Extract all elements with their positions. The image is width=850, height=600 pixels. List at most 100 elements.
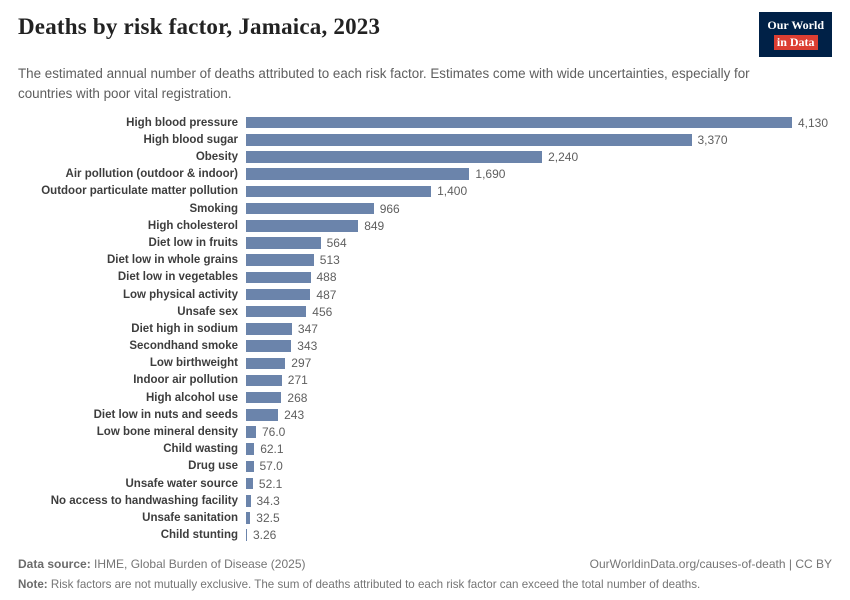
- value-label: 1,690: [475, 167, 506, 182]
- bar[interactable]: [246, 495, 251, 507]
- category-label: Obesity: [195, 151, 238, 164]
- logo-line1: Our World: [767, 18, 824, 32]
- chart-row: Low birthweight 297: [18, 355, 832, 372]
- bar[interactable]: [246, 391, 282, 404]
- bar[interactable]: [246, 323, 292, 335]
- bar[interactable]: [246, 529, 247, 541]
- bar[interactable]: [246, 460, 254, 473]
- chart-row: Diet low in whole grains 513: [18, 252, 832, 269]
- bar[interactable]: [246, 185, 432, 198]
- bar-track: 243: [246, 407, 832, 422]
- bar-chart: High blood pressure 4,130 High blood sugar…: [18, 114, 832, 544]
- bar[interactable]: [246, 134, 692, 146]
- bar[interactable]: [246, 443, 255, 455]
- value-label: 52.1: [258, 476, 283, 491]
- chart-footer: Data source: IHME, Global Burden of Dise…: [18, 557, 832, 591]
- bar-track: 297: [246, 356, 832, 371]
- chart-row: Diet low in nuts and seeds 243: [18, 406, 832, 423]
- chart-row: Drug use 57.0: [18, 458, 832, 475]
- value-label: 488: [316, 270, 337, 285]
- bar-track: 564: [246, 235, 832, 250]
- chart-row: Outdoor particulate matter pollution 1,40…: [18, 183, 832, 200]
- category-label: Child wasting: [163, 443, 238, 456]
- bar[interactable]: [246, 202, 374, 215]
- category-label: Low bone mineral density: [96, 426, 238, 439]
- value-label: 271: [287, 373, 308, 388]
- bar-track: 268: [246, 390, 832, 405]
- bar-track: 488: [246, 270, 832, 285]
- note-label: Note:: [18, 577, 48, 591]
- chart-row: No access to handwashing facility 34.3: [18, 492, 832, 509]
- value-label: 564: [326, 235, 347, 250]
- bar-track: 62.1: [246, 442, 832, 457]
- value-label: 268: [287, 390, 308, 405]
- bar-track: 52.1: [246, 476, 832, 491]
- bar-track: 513: [246, 253, 832, 268]
- value-label: 849: [364, 218, 385, 233]
- category-label: Drug use: [188, 460, 238, 473]
- bar[interactable]: [246, 254, 314, 266]
- page-title: Deaths by risk factor, Jamaica, 2023: [18, 14, 381, 39]
- category-label: Diet low in nuts and seeds: [93, 408, 238, 421]
- bar[interactable]: [246, 288, 311, 301]
- logo-line2: in Data: [773, 34, 818, 51]
- category-label: No access to handwashing facility: [50, 494, 238, 507]
- chart-row: High cholesterol 849: [18, 217, 832, 234]
- bar[interactable]: [246, 374, 282, 387]
- chart-row: Smoking 966: [18, 200, 832, 217]
- value-label: 513: [319, 253, 340, 268]
- value-label: 2,240: [548, 150, 579, 165]
- chart-note: Note: Risk factors are not mutually excl…: [18, 578, 832, 591]
- bar[interactable]: [246, 409, 279, 421]
- bar-track: 3,370: [246, 133, 832, 147]
- bar[interactable]: [246, 220, 359, 232]
- category-label: Smoking: [189, 202, 238, 215]
- value-label: 297: [291, 356, 312, 371]
- chart-subtitle: The estimated annual number of deaths at…: [18, 66, 750, 101]
- bar[interactable]: [246, 477, 253, 490]
- bar[interactable]: [246, 271, 311, 284]
- value-label: 243: [284, 407, 305, 422]
- value-label: 343: [297, 339, 318, 354]
- category-label: Outdoor particulate matter pollution: [41, 185, 238, 198]
- chart-header: Deaths by risk factor, Jamaica, 2023 Our…: [18, 12, 832, 103]
- chart-row: High blood sugar 3,370: [18, 131, 832, 148]
- bar[interactable]: [246, 340, 292, 352]
- bar-track: 32.5: [246, 511, 832, 525]
- category-label: Diet low in vegetables: [117, 271, 238, 284]
- chart-row: Unsafe sanitation 32.5: [18, 509, 832, 526]
- bar[interactable]: [246, 168, 470, 180]
- chart-row: Obesity 2,240: [18, 148, 832, 165]
- value-label: 347: [297, 321, 318, 336]
- bar[interactable]: [246, 426, 256, 438]
- category-label: Diet low in fruits: [148, 236, 238, 249]
- bar[interactable]: [246, 512, 251, 524]
- bar-track: 456: [246, 305, 832, 319]
- bar-track: 1,690: [246, 167, 832, 182]
- data-source: Data source: IHME, Global Burden of Dise…: [18, 557, 305, 571]
- chart-url[interactable]: OurWorldinData.org/causes-of-death | CC …: [589, 556, 832, 571]
- chart-row: Indoor air pollution 271: [18, 372, 832, 389]
- chart-row: Unsafe water source 52.1: [18, 475, 832, 492]
- chart-row: Diet low in fruits 564: [18, 234, 832, 251]
- bar-track: 4,130: [246, 116, 832, 130]
- bar-track: 57.0: [246, 459, 832, 473]
- bar-track: 34.3: [246, 494, 832, 508]
- bar[interactable]: [246, 237, 321, 249]
- data-source-text: IHME, Global Burden of Disease (2025): [94, 556, 306, 571]
- value-label: 62.1: [260, 442, 284, 457]
- note-text: Risk factors are not mutually exclusive.…: [50, 577, 701, 591]
- chart-row: Air pollution (outdoor & indoor) 1,690: [18, 166, 832, 183]
- category-label: High blood sugar: [143, 133, 238, 146]
- value-label: 76.0: [262, 425, 286, 440]
- chart-row: Unsafe sex 456: [18, 303, 832, 320]
- chart-row: Child stunting 3.26: [18, 527, 832, 544]
- bar[interactable]: [246, 151, 543, 163]
- bar[interactable]: [246, 116, 792, 129]
- bar[interactable]: [246, 305, 307, 318]
- bar-track: 1,400: [246, 184, 832, 198]
- bar[interactable]: [246, 357, 286, 370]
- category-label: Unsafe sex: [177, 305, 238, 318]
- category-label: High cholesterol: [147, 219, 238, 232]
- category-label: High alcohol use: [145, 391, 238, 404]
